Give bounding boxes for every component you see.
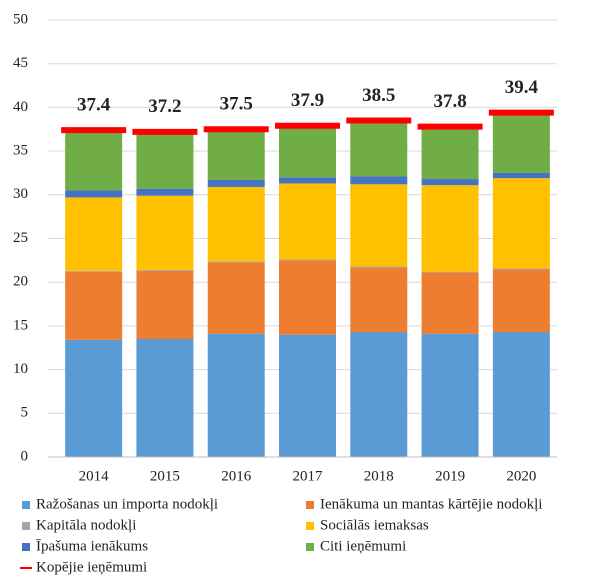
x-tick-label: 2014 bbox=[79, 468, 110, 484]
bar-segment bbox=[207, 186, 265, 262]
y-tick-label: 25 bbox=[13, 230, 28, 246]
value-label: 37.4 bbox=[77, 94, 111, 115]
legend-marker bbox=[306, 501, 314, 509]
bar-segment bbox=[207, 333, 265, 457]
bar-segment bbox=[207, 179, 265, 187]
value-label: 37.9 bbox=[291, 90, 324, 111]
y-tick-label: 40 bbox=[13, 99, 28, 115]
bar-segment bbox=[65, 271, 123, 340]
legend-label: Kapitāla nodokļi bbox=[36, 517, 136, 533]
x-tick-label: 2016 bbox=[221, 468, 252, 484]
legend-marker bbox=[306, 543, 314, 551]
legend-label: Sociālās iemaksas bbox=[320, 517, 429, 533]
bar-segment bbox=[350, 267, 408, 333]
bar-segment bbox=[207, 130, 265, 180]
legend-label: Ražošanas un importa nodokļi bbox=[36, 496, 218, 512]
bar-segment bbox=[279, 183, 336, 260]
y-tick-label: 5 bbox=[21, 405, 29, 421]
legend-marker bbox=[22, 501, 30, 509]
y-tick-label: 45 bbox=[13, 55, 28, 71]
bar-segment bbox=[207, 261, 265, 263]
bar-segment bbox=[65, 339, 123, 457]
bar-segment bbox=[492, 269, 550, 333]
value-label: 37.8 bbox=[433, 91, 466, 112]
legend-marker bbox=[306, 522, 314, 530]
y-tick-label: 35 bbox=[13, 143, 28, 159]
x-tick-label: 2020 bbox=[506, 468, 536, 484]
bar-segment bbox=[421, 179, 479, 186]
bar-segment bbox=[136, 195, 194, 270]
bar-segment bbox=[65, 190, 123, 198]
legend-label: Citi ieņēmumi bbox=[320, 538, 406, 554]
bar-segment bbox=[492, 115, 550, 173]
y-tick-label: 10 bbox=[13, 361, 28, 377]
legend-label: Ienākuma un mantas kārtējie nodokļi bbox=[320, 496, 542, 512]
bar-segment bbox=[350, 266, 408, 268]
bar-segment bbox=[65, 132, 123, 191]
legend-marker bbox=[22, 543, 30, 551]
y-tick-label: 15 bbox=[13, 317, 28, 333]
bar-segment bbox=[136, 188, 194, 196]
x-tick-label: 2019 bbox=[435, 468, 465, 484]
value-label: 39.4 bbox=[505, 77, 539, 98]
y-tick-label: 20 bbox=[13, 274, 28, 290]
bar-segment bbox=[492, 172, 550, 179]
bar-segment bbox=[279, 260, 336, 335]
x-tick-label: 2015 bbox=[150, 468, 180, 484]
bar-segment bbox=[350, 184, 408, 267]
bar-segment bbox=[492, 178, 550, 269]
bar-segment bbox=[350, 332, 408, 457]
x-tick-label: 2017 bbox=[293, 468, 324, 484]
bar-segment bbox=[492, 332, 550, 457]
value-label: 38.5 bbox=[362, 85, 395, 106]
bar-segment bbox=[279, 127, 336, 178]
x-tick-label: 2018 bbox=[364, 468, 394, 484]
bar-segment bbox=[136, 339, 194, 457]
value-label: 37.2 bbox=[148, 96, 181, 117]
bar-segment bbox=[350, 122, 408, 177]
legend-label: Kopējie ieņēmumi bbox=[36, 559, 147, 575]
bar-segment bbox=[207, 262, 265, 334]
y-tick-label: 50 bbox=[13, 11, 28, 27]
bar-segment bbox=[350, 176, 408, 185]
value-label: 37.5 bbox=[220, 94, 253, 115]
y-tick-label: 30 bbox=[13, 186, 28, 202]
bar-segment bbox=[421, 271, 479, 273]
bar-segment bbox=[421, 272, 479, 334]
legend-label: Īpašuma ienākums bbox=[36, 538, 148, 554]
bar-segment bbox=[136, 269, 194, 271]
bar-segment bbox=[279, 177, 336, 184]
bar-segment bbox=[421, 333, 479, 457]
bar-segment bbox=[421, 128, 479, 180]
bar-segment bbox=[279, 259, 336, 261]
bar-segment bbox=[65, 270, 123, 272]
bar-segment bbox=[136, 133, 194, 189]
bar-segment bbox=[421, 185, 479, 272]
y-tick-label: 0 bbox=[21, 448, 29, 464]
bar-segment bbox=[279, 334, 336, 457]
bar-segment bbox=[136, 270, 194, 340]
bar-segment bbox=[492, 268, 550, 270]
bar-segment bbox=[65, 197, 123, 271]
legend-marker bbox=[22, 522, 30, 530]
